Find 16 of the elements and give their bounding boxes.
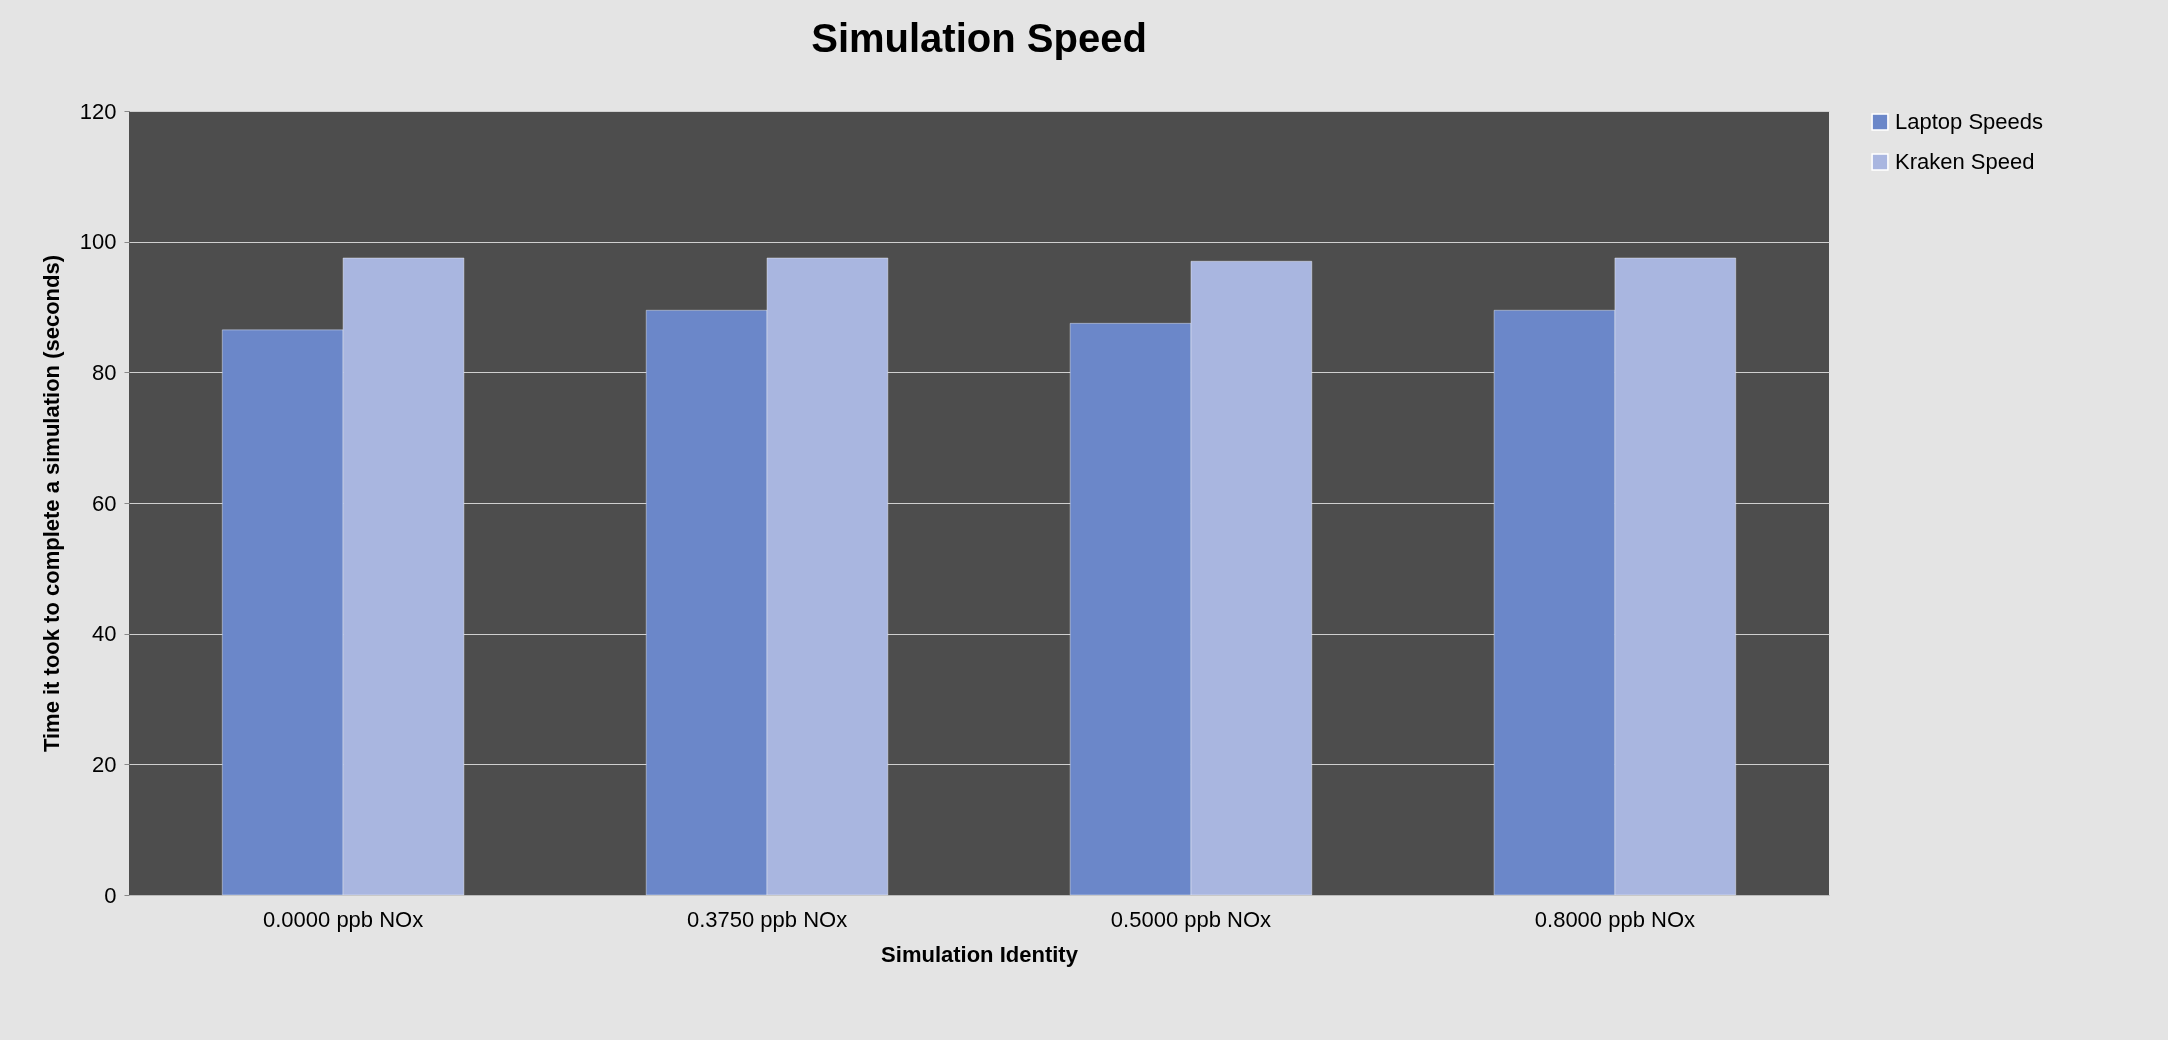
y-tick-label: 100 xyxy=(79,229,117,255)
chart-title: Simulation Speed xyxy=(811,16,1147,60)
x-axis-title: Simulation Identity xyxy=(881,941,1079,967)
y-tick-label: 40 xyxy=(92,621,117,647)
x-tick-label: 0.5000 ppb NOx xyxy=(1110,906,1272,932)
y-tick-label: 0 xyxy=(104,882,117,908)
x-tick-label: 0.8000 ppb NOx xyxy=(1534,906,1696,932)
y-axis-title: Time it took to complete a simulation (seconds) xyxy=(38,254,64,753)
x-tick-label: 0.3750 ppb NOx xyxy=(686,906,848,932)
y-tick-label: 20 xyxy=(92,751,117,777)
legend-label: Laptop Speeds xyxy=(1895,109,2044,134)
x-tick-label: 0.0000 ppb NOx xyxy=(262,906,424,932)
y-tick-label: 80 xyxy=(92,359,117,385)
y-tick-label: 60 xyxy=(92,490,117,516)
y-tick-label: 120 xyxy=(79,98,117,124)
legend-label: Kraken Speed xyxy=(1895,149,2035,174)
